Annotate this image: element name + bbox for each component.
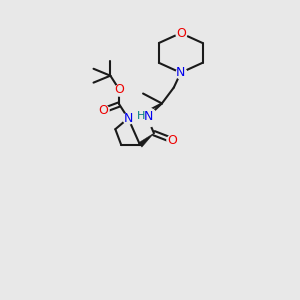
Polygon shape	[138, 133, 154, 147]
Text: O: O	[176, 27, 186, 40]
Text: O: O	[98, 104, 108, 117]
Text: N: N	[143, 110, 153, 123]
Text: N: N	[124, 112, 133, 125]
Text: N: N	[176, 66, 185, 79]
Text: H: H	[137, 111, 145, 121]
Text: O: O	[114, 83, 124, 96]
Text: O: O	[167, 134, 177, 147]
